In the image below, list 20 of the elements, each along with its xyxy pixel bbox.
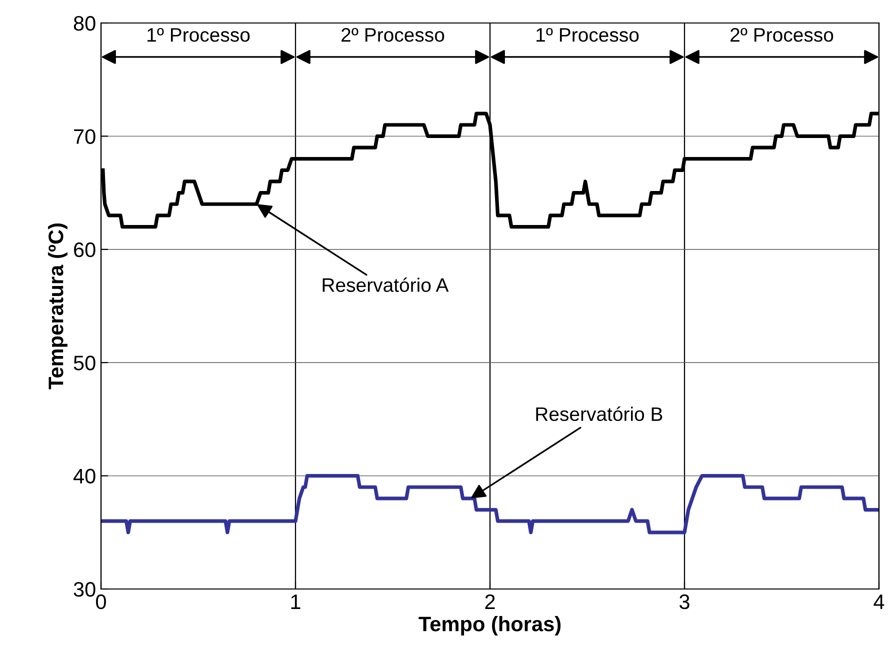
annotation: 2º Processo xyxy=(342,28,444,42)
line-series xyxy=(101,474,879,534)
annotation: 1º Processo xyxy=(148,28,250,42)
y-tick-label: 80 xyxy=(74,16,96,31)
y-tick-label: 40 xyxy=(73,468,96,484)
y-tick-label: 50 xyxy=(74,356,96,370)
y-tick-label: 30 xyxy=(74,582,96,597)
x-tick-label: 4 xyxy=(874,594,884,609)
annotation: Reservatório A xyxy=(322,277,449,292)
annotation: 1º Processo xyxy=(536,28,639,42)
annotation: 2º Processo xyxy=(730,28,834,42)
x-tick-label: 1 xyxy=(291,594,300,609)
x-tick-label: 2 xyxy=(485,594,495,609)
y-axis-title: Temperatura (ºC) xyxy=(48,224,68,390)
x-axis-title: Tempo (horas) xyxy=(418,616,561,636)
y-tick-label: 70 xyxy=(74,129,96,144)
x-tick-label: 3 xyxy=(680,594,690,610)
annotation: Reservatório B xyxy=(536,406,662,422)
y-tick-label: 60 xyxy=(74,242,96,258)
x-tick-label: 0 xyxy=(96,594,106,610)
